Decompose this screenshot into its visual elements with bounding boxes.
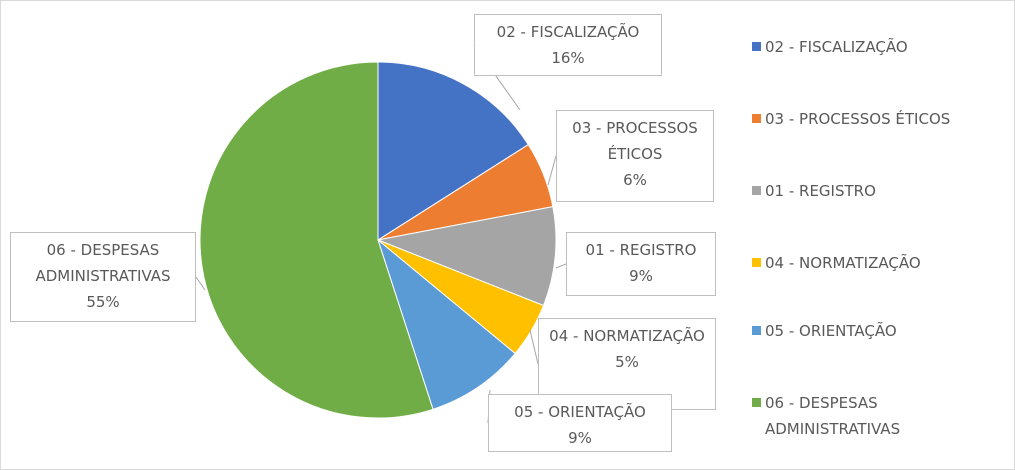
legend-item: 06 - DESPESAS ADMINISTRATIVAS	[752, 390, 1002, 442]
label-value: 9%	[568, 429, 592, 447]
label-value: 6%	[623, 171, 647, 189]
leader-line	[195, 276, 206, 291]
legend-item: 01 - REGISTRO	[752, 178, 1002, 204]
legend-label: 06 - DESPESAS ADMINISTRATIVAS	[765, 394, 901, 438]
data-label: 03 - PROCESSOS ÉTICOS 6%	[556, 110, 714, 202]
pie-slice	[377, 61, 529, 241]
label-value: 9%	[629, 267, 653, 285]
data-label: 06 - DESPESAS ADMINISTRATIVAS 55%	[10, 232, 196, 322]
legend-label: 04 - NORMATIZAÇÃO	[765, 254, 921, 272]
pie-slice	[376, 238, 516, 410]
legend-swatch	[752, 42, 761, 51]
data-label: 01 - REGISTRO 9%	[566, 232, 716, 296]
legend-label: 05 - ORIENTAÇÃO	[765, 322, 897, 340]
legend-swatch	[752, 398, 761, 407]
legend-label: 03 - PROCESSOS ÉTICOS	[765, 110, 951, 128]
legend-swatch	[752, 258, 761, 267]
leader-line	[555, 263, 567, 269]
legend-swatch	[752, 114, 761, 123]
data-label: 02 - FISCALIZAÇÃO 16%	[474, 14, 662, 76]
label-value: 55%	[86, 293, 120, 311]
legend-label: 02 - FISCALIZAÇÃO	[765, 38, 908, 56]
label-category: 06 - DESPESAS ADMINISTRATIVAS	[35, 241, 171, 285]
label-category: 05 - ORIENTAÇÃO	[514, 403, 646, 421]
leader-line	[547, 155, 557, 186]
legend-label: 01 - REGISTRO	[765, 182, 876, 200]
legend-swatch	[752, 326, 761, 335]
data-label: 05 - ORIENTAÇÃO 9%	[488, 394, 672, 452]
label-category: 03 - PROCESSOS ÉTICOS	[572, 119, 698, 163]
pie-slice	[376, 206, 557, 307]
leader-line	[529, 329, 539, 365]
label-category: 02 - FISCALIZAÇÃO	[496, 23, 640, 41]
label-value: 16%	[551, 49, 585, 67]
legend-item: 03 - PROCESSOS ÉTICOS	[752, 106, 1002, 132]
legend-item: 05 - ORIENTAÇÃO	[752, 318, 1002, 344]
legend-item: 02 - FISCALIZAÇÃO	[752, 34, 1002, 60]
label-category: 04 - NORMATIZAÇÃO	[549, 327, 705, 345]
legend-item: 04 - NORMATIZAÇÃO	[752, 250, 1002, 276]
pie-slice	[199, 61, 434, 419]
legend-swatch	[752, 186, 761, 195]
label-category: 01 - REGISTRO	[585, 241, 697, 259]
label-value: 5%	[615, 353, 639, 371]
